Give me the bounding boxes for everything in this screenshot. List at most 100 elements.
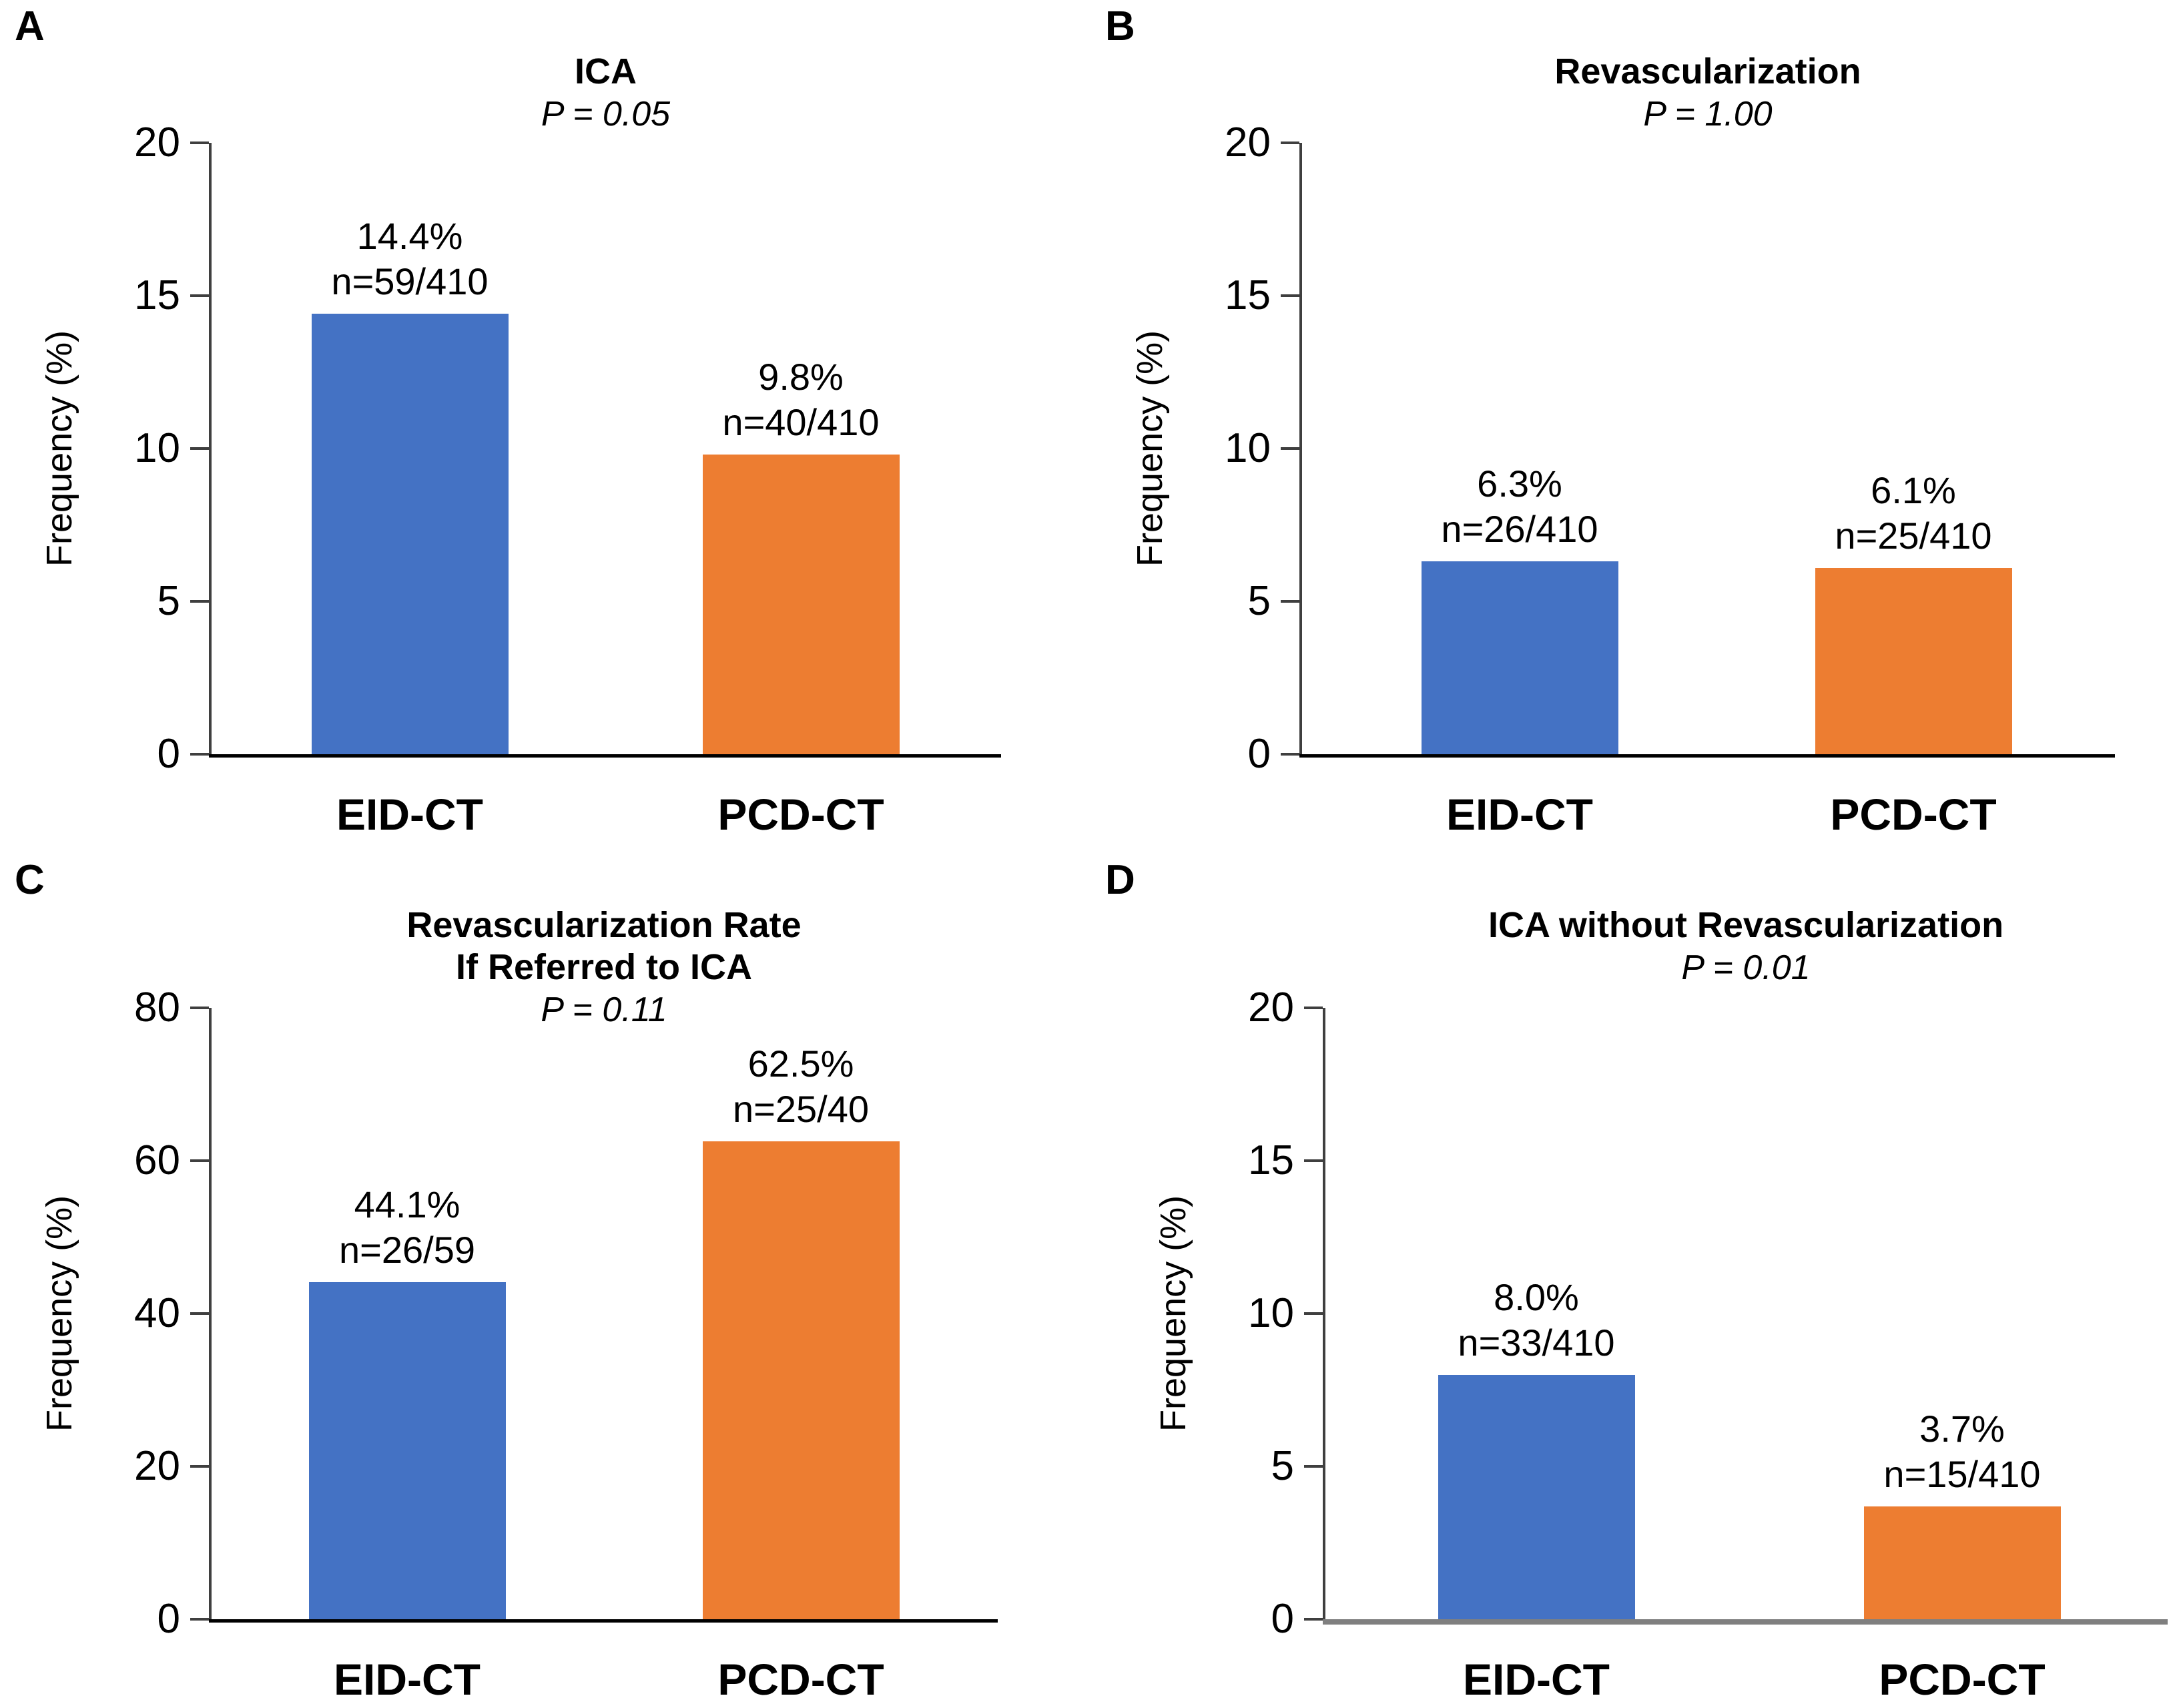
y-tick-mark bbox=[190, 1465, 209, 1468]
bar-label-eid-ct: 44.1% n=26/59 bbox=[207, 1182, 607, 1273]
bar-percent-label: 6.3% bbox=[1477, 463, 1562, 505]
y-tick-mark bbox=[1304, 1618, 1323, 1621]
y-tick-label: 15 bbox=[1248, 1137, 1294, 1183]
y-tick-label: 20 bbox=[134, 1443, 180, 1489]
chart-title-block: ICA without Revascularization P = 0.01 bbox=[1379, 904, 2113, 989]
bar-eid-ct bbox=[1438, 1374, 1635, 1619]
y-tick-label: 40 bbox=[134, 1290, 180, 1336]
bar-percent-label: 8.0% bbox=[1494, 1275, 1579, 1318]
bar-n-label: n=33/410 bbox=[1458, 1321, 1615, 1364]
y-axis-line bbox=[209, 143, 212, 754]
x-category-label-eid-ct: EID-CT bbox=[1446, 790, 1593, 839]
panel-letter: D bbox=[1105, 857, 1136, 903]
chart-title-block: Revascularization P = 1.00 bbox=[1341, 51, 2075, 135]
chart-title-line-2: If Referred to ICA bbox=[455, 947, 753, 987]
y-tick-mark bbox=[190, 447, 209, 450]
panel-letter: A bbox=[15, 3, 45, 49]
y-tick-mark bbox=[1281, 294, 1299, 297]
bar-label-pcd-ct: 6.1% n=25/410 bbox=[1713, 468, 2114, 559]
p-value-label: P = 1.00 bbox=[1643, 95, 1773, 133]
bar-pcd-ct bbox=[1815, 567, 2012, 754]
y-tick-label: 15 bbox=[1225, 272, 1271, 318]
bar-label-pcd-ct: 62.5% n=25/40 bbox=[601, 1041, 1001, 1132]
x-category-label-pcd-ct: PCD-CT bbox=[1830, 790, 1997, 839]
x-axis-line bbox=[1299, 754, 2115, 758]
bar-percent-label: 14.4% bbox=[356, 215, 463, 258]
bar-percent-label: 9.8% bbox=[758, 356, 844, 398]
bar-n-label: n=15/410 bbox=[1883, 1452, 2041, 1495]
bar-n-label: n=59/410 bbox=[331, 260, 489, 303]
panel-letter: B bbox=[1105, 3, 1136, 49]
chart-title: ICA without Revascularization bbox=[1488, 905, 2004, 945]
x-axis-line bbox=[209, 754, 1001, 758]
y-tick-mark bbox=[1281, 141, 1299, 144]
y-tick-label: 10 bbox=[1248, 1290, 1294, 1336]
bar-pcd-ct bbox=[702, 455, 900, 754]
y-axis-line bbox=[209, 1008, 212, 1619]
bar-label-pcd-ct: 9.8% n=40/410 bbox=[601, 354, 1001, 445]
bar-eid-ct bbox=[311, 314, 509, 754]
y-tick-label: 5 bbox=[1271, 1443, 1294, 1489]
y-tick-mark bbox=[190, 1618, 209, 1621]
bar-n-label: n=25/410 bbox=[1835, 514, 1992, 557]
y-tick-mark bbox=[1304, 1465, 1323, 1468]
bar-label-eid-ct: 6.3% n=26/410 bbox=[1319, 461, 1720, 552]
bar-percent-label: 6.1% bbox=[1871, 469, 1956, 511]
y-tick-label: 0 bbox=[157, 1596, 180, 1642]
bar-n-label: n=26/410 bbox=[1441, 508, 1598, 551]
y-tick-label: 20 bbox=[134, 119, 180, 166]
y-tick-mark bbox=[190, 1312, 209, 1315]
x-category-label-eid-ct: EID-CT bbox=[1463, 1655, 1610, 1704]
y-tick-mark bbox=[190, 141, 209, 144]
x-axis-line bbox=[1323, 1619, 2168, 1625]
y-tick-label: 20 bbox=[1225, 119, 1271, 166]
y-tick-label: 10 bbox=[134, 425, 180, 471]
y-axis-line bbox=[1299, 143, 1302, 754]
chart-title: Revascularization bbox=[1554, 51, 1861, 91]
chart-title-block: ICA P = 0.05 bbox=[239, 51, 973, 135]
x-category-label-pcd-ct: PCD-CT bbox=[1879, 1655, 2046, 1704]
chart-title: Revascularization Rate bbox=[406, 905, 802, 945]
y-tick-label: 80 bbox=[134, 984, 180, 1031]
p-value-label: P = 0.05 bbox=[541, 95, 671, 133]
y-tick-mark bbox=[1304, 1159, 1323, 1162]
y-tick-label: 0 bbox=[1247, 731, 1271, 777]
y-tick-label: 20 bbox=[1248, 984, 1294, 1031]
bar-percent-label: 44.1% bbox=[354, 1183, 460, 1226]
chart-title: ICA bbox=[575, 51, 637, 91]
y-tick-mark bbox=[1281, 447, 1299, 450]
y-tick-label: 60 bbox=[134, 1137, 180, 1183]
bar-label-eid-ct: 8.0% n=33/410 bbox=[1336, 1275, 1737, 1366]
bar-label-pcd-ct: 3.7% n=15/410 bbox=[1762, 1406, 2162, 1497]
x-category-label-eid-ct: EID-CT bbox=[336, 790, 483, 839]
bar-pcd-ct bbox=[1863, 1506, 2061, 1619]
panel-a: A ICA P = 0.05 Frequency (%) 20 15 10 5 … bbox=[0, 0, 1090, 854]
y-tick-mark bbox=[1281, 600, 1299, 603]
panel-letter: C bbox=[15, 857, 45, 903]
bar-n-label: n=25/40 bbox=[733, 1088, 869, 1131]
panel-b: B Revascularization P = 1.00 Frequency (… bbox=[1090, 0, 2181, 854]
x-category-label-pcd-ct: PCD-CT bbox=[717, 790, 884, 839]
p-value-label: P = 0.01 bbox=[1681, 948, 1811, 987]
bar-pcd-ct bbox=[702, 1141, 900, 1619]
y-tick-label: 5 bbox=[1247, 578, 1271, 624]
y-tick-label: 10 bbox=[1225, 425, 1271, 471]
y-axis-line bbox=[1323, 1008, 1325, 1619]
bar-n-label: n=40/410 bbox=[722, 401, 880, 444]
y-tick-label: 0 bbox=[1271, 1596, 1294, 1642]
x-category-label-pcd-ct: PCD-CT bbox=[717, 1655, 884, 1704]
y-tick-mark bbox=[1304, 1007, 1323, 1009]
y-tick-mark bbox=[1281, 753, 1299, 756]
y-tick-label: 5 bbox=[157, 578, 180, 624]
panel-d: D ICA without Revascularization P = 0.01… bbox=[1090, 854, 2181, 1708]
y-tick-label: 15 bbox=[134, 272, 180, 318]
bar-eid-ct bbox=[308, 1282, 506, 1619]
bar-percent-label: 3.7% bbox=[1919, 1407, 2005, 1450]
panel-c: C Revascularization Rate If Referred to … bbox=[0, 854, 1090, 1708]
y-tick-mark bbox=[190, 600, 209, 603]
x-axis-line bbox=[209, 1619, 998, 1623]
x-category-label-eid-ct: EID-CT bbox=[334, 1655, 481, 1704]
bar-percent-label: 62.5% bbox=[747, 1043, 854, 1085]
bar-eid-ct bbox=[1421, 561, 1618, 754]
y-tick-mark bbox=[190, 753, 209, 756]
